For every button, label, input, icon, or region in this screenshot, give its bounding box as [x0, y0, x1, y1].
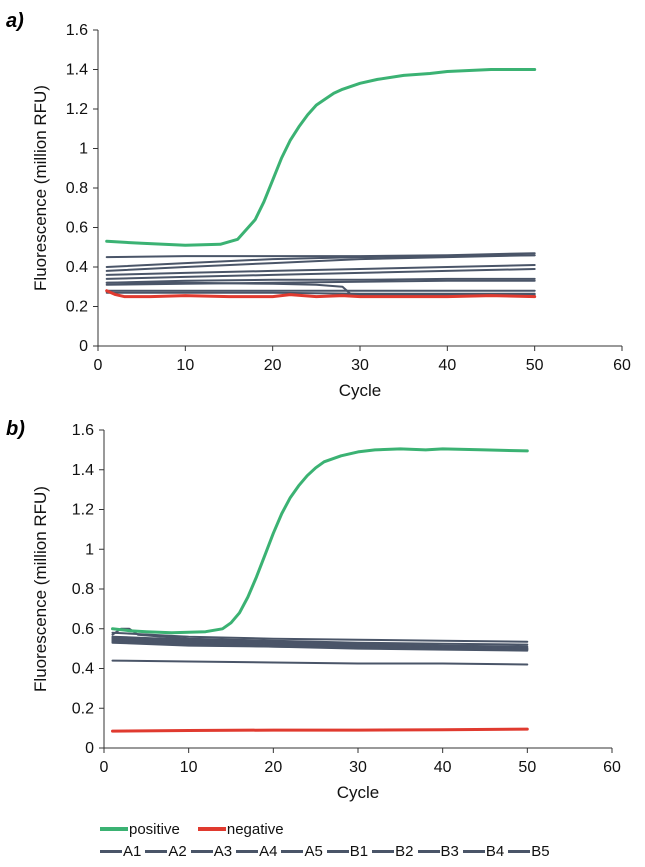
chart-0-y-tick-label: 1.4: [66, 62, 88, 79]
legend-item-positive: positive: [100, 821, 194, 838]
legend-item-b5: B5: [508, 842, 550, 860]
chart-0-y-tick-label: 1: [79, 141, 88, 158]
chart-0-y-axis-title: Fluorescence (million RFU): [31, 85, 50, 291]
chart-1-y-tick-label: 0: [85, 740, 94, 757]
legend-swatch: [190, 849, 213, 853]
chart-1-y-tick-label: 1: [85, 541, 94, 558]
chart-0-x-axis-title: Cycle: [339, 381, 382, 400]
panel-a-label: a): [6, 10, 24, 32]
legend-label: A5: [304, 842, 323, 860]
chart-0-series-a1: [105, 252, 536, 259]
chart-0-x-tick-label: 40: [438, 357, 456, 374]
chart-1-y-tick-label: 1.6: [72, 422, 94, 439]
legend-item-negative: negative: [197, 820, 298, 838]
legend-label: A4: [259, 842, 278, 860]
legend-label: A3: [213, 842, 233, 860]
legend-swatch: [100, 827, 128, 831]
legend-swatch: [281, 849, 304, 853]
chart-1-y-axis-title: Fluorescence (million RFU): [31, 486, 50, 692]
chart-0-series-a5: [105, 268, 536, 280]
chart-0-x-tick-label: 50: [526, 357, 544, 374]
chart-1-series-negative: [111, 727, 529, 733]
chart-1-series-positive: [111, 447, 529, 635]
chart-1-x-tick-label: 20: [264, 759, 282, 776]
legend-item-a3: A3: [190, 842, 233, 860]
chart-0-y-tick-label: 0.4: [66, 259, 88, 276]
chart-1-y-tick-label: 1.4: [72, 462, 94, 479]
chart-0-x-tick-label: 30: [351, 357, 369, 374]
legend-label: B3: [440, 842, 459, 860]
legend-item-b2: B2: [372, 842, 414, 860]
legend-label: A2: [168, 842, 187, 860]
chart-0-y-tick-label: 0.8: [66, 180, 88, 197]
legend-swatch: [372, 849, 395, 853]
legend-swatch: [145, 849, 168, 853]
chart-1-x-tick-label: 30: [349, 759, 367, 776]
chart-a: 0 0.2 0.4 0.6 0.8 1 1.2 1.4 1.6 0 10 20 30 40 50 60 Cycl…: [31, 22, 631, 400]
chart-0-series-negative: [105, 289, 537, 299]
legend-label: B4: [485, 842, 505, 860]
chart-0-y-tick-label: 1.6: [66, 22, 88, 39]
legend-label: A1: [123, 842, 142, 860]
legend-swatch: [417, 849, 440, 853]
chart-b: 0 0.2 0.4 0.6 0.8 1 1.2 1.4 1.6 0 10 20 30 40 50 60 Cycl…: [31, 422, 621, 802]
legend-row-samples: A1 A2 A3 A4 A5 B1 B2 B3 B4 B5: [100, 840, 554, 862]
legend-swatch: [100, 849, 122, 853]
legend-swatch: [326, 849, 349, 853]
legend: positive negative A1 A2 A3 A4 A5 B1 B2 B3 B4 B5: [100, 818, 554, 862]
chart-1-y-tick-label: 0.4: [72, 661, 94, 678]
legend-item-a4: A4: [236, 843, 277, 860]
legend-label: positive: [129, 820, 180, 838]
chart-0-series-positive: [105, 68, 537, 247]
chart-1-x-axis-title: Cycle: [337, 783, 380, 802]
legend-row-main: positive negative: [100, 818, 554, 840]
chart-0-y-tick-label: 0: [79, 338, 88, 355]
chart-1-x-tick-label: 60: [603, 759, 621, 776]
chart-0-x-tick-label: 20: [264, 357, 282, 374]
chart-1-series-b5: [111, 659, 529, 666]
chart-0-y-tick-label: 0.6: [66, 220, 88, 237]
chart-0-x-tick-label: 0: [94, 357, 103, 374]
legend-label: B2: [395, 842, 414, 860]
legend-swatch: [236, 849, 259, 853]
legend-swatch: [197, 827, 226, 831]
legend-item-a2: A2: [145, 842, 187, 860]
chart-1-y-tick-label: 0.2: [72, 700, 94, 717]
chart-1-x-tick-label: 40: [434, 759, 452, 776]
panel-b-label: b): [6, 418, 25, 440]
chart-0-series-b2: [105, 279, 536, 286]
legend-item-a1: A1: [100, 843, 141, 860]
chart-1-x-tick-label: 0: [100, 759, 109, 776]
chart-0-y-tick-label: 1.2: [66, 101, 88, 118]
chart-1-y-tick-label: 0.6: [72, 621, 94, 638]
chart-0-series-a4: [105, 264, 536, 276]
legend-item-a5: A5: [281, 842, 323, 860]
legend-swatch: [462, 849, 485, 853]
legend-label: B1: [349, 842, 369, 860]
chart-1-y-tick-label: 1.2: [72, 502, 94, 519]
legend-item-b4: B4: [462, 842, 505, 860]
chart-0-series-a3: [105, 254, 536, 272]
chart-1-x-tick-label: 50: [518, 759, 536, 776]
chart-0-x-tick-label: 10: [176, 357, 194, 374]
chart-1-y-tick-label: 0.8: [72, 581, 94, 598]
legend-item-b1: B1: [326, 842, 369, 860]
chart-0-y-tick-label: 0.2: [66, 299, 88, 316]
chart-1-series-b4: [111, 641, 529, 652]
legend-label: negative: [226, 820, 284, 838]
legend-item-b3: B3: [417, 842, 459, 860]
legend-label: B5: [531, 842, 550, 860]
chart-0-x-tick-label: 60: [613, 357, 631, 374]
chart-1-x-tick-label: 10: [180, 759, 198, 776]
chart-0-series-b5: [105, 291, 536, 295]
chart-1-series-a1: [111, 631, 529, 643]
legend-swatch: [508, 849, 531, 853]
chart-0-series-b1: [105, 277, 536, 284]
